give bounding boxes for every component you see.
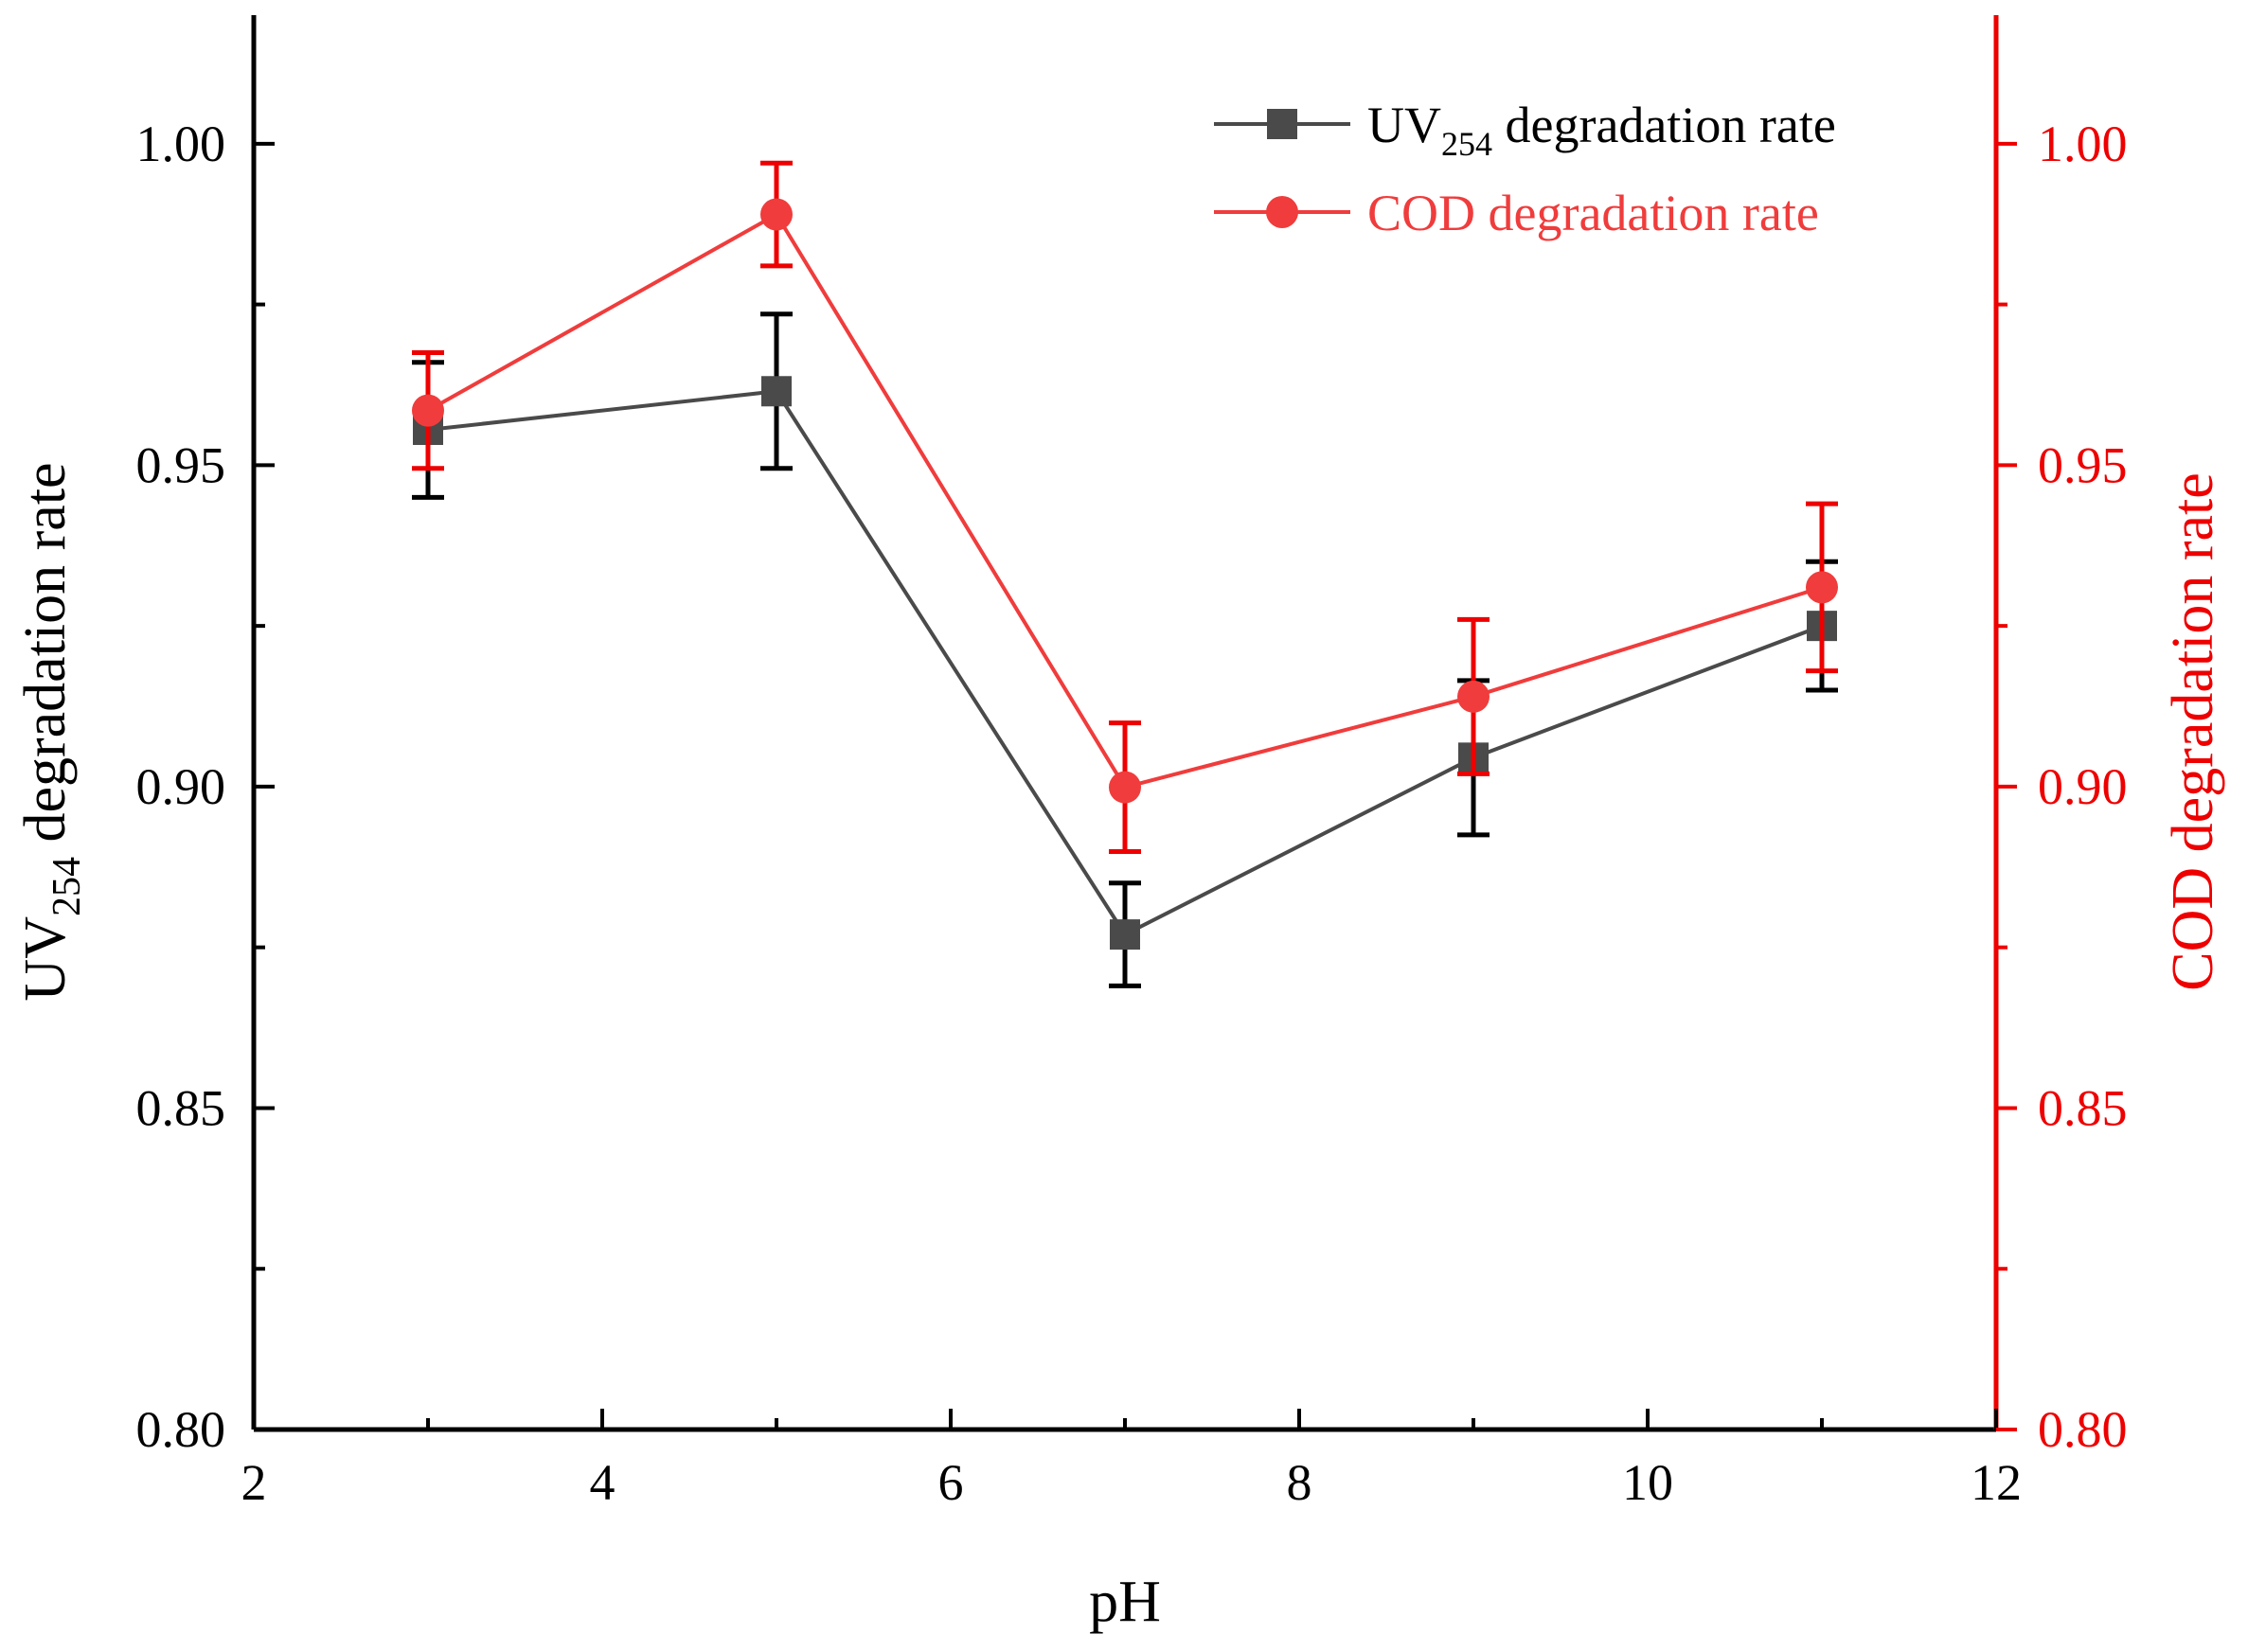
- cod-legend-marker: [1266, 196, 1298, 228]
- right-y-axis-title: COD degradation rate: [2161, 472, 2225, 990]
- x-tick-label-12: 12: [1971, 1454, 2022, 1511]
- series-layer: [412, 160, 1838, 988]
- axes-layer: 2 4 6 8 10 12 0.80 0.80 0.85 0.85 0.90 0.90 0.95 0.95…: [136, 15, 2128, 1511]
- legend-label-rest: degradation rate: [1492, 97, 1836, 153]
- legend: UV254 degradation rate COD degradation ra…: [1214, 97, 1836, 241]
- left-y-axis-title-subscript: 254: [45, 857, 89, 916]
- left-y-tick-label: 1.00: [136, 115, 226, 172]
- cod-data-point: [1806, 571, 1838, 604]
- uv254-legend-marker: [1267, 109, 1297, 139]
- left-y-tick-label: 0.90: [136, 758, 226, 815]
- x-axis-title: pH: [1089, 1570, 1161, 1634]
- left-y-axis-title-rest: degradation rate: [13, 462, 78, 857]
- right-y-tick-label: 0.80: [2038, 1401, 2128, 1458]
- left-y-tick-label: 0.95: [136, 436, 226, 493]
- x-tick-label-6: 6: [938, 1454, 964, 1511]
- legend-label-main: UV: [1367, 97, 1441, 153]
- right-y-tick-label: 1.00: [2038, 115, 2128, 172]
- legend-label-main: COD degradation rate: [1367, 185, 1819, 241]
- left-y-axis-title-main: UV: [13, 916, 78, 1002]
- cod-data-point: [1109, 771, 1141, 804]
- cod-data-point: [412, 394, 444, 427]
- cod-data-point: [760, 198, 793, 231]
- cod-series-line: [427, 211, 1823, 790]
- x-tick-label-10: 10: [1622, 1454, 1673, 1511]
- uv254-data-point: [761, 376, 792, 407]
- uv254-data-point: [1110, 919, 1140, 950]
- x-tick-label-8: 8: [1287, 1454, 1312, 1511]
- cod-data-point: [1457, 680, 1490, 713]
- left-y-tick-label: 0.80: [136, 1401, 226, 1458]
- uv254-legend-label: UV254 degradation rate: [1367, 97, 1836, 163]
- x-tick-label-2: 2: [241, 1454, 267, 1511]
- cod-legend-label: COD degradation rate: [1367, 185, 1819, 241]
- left-y-axis-title: UV254 degradation rate: [13, 462, 89, 1001]
- right-y-tick-label: 0.95: [2038, 436, 2128, 493]
- legend-label-subscript: 254: [1441, 125, 1492, 163]
- right-y-tick-label: 0.90: [2038, 758, 2128, 815]
- right-y-tick-label: 0.85: [2038, 1079, 2128, 1136]
- left-y-tick-label: 0.85: [136, 1079, 226, 1136]
- axis-titles: pH UV254 degradation rate COD degradation …: [13, 462, 2225, 1634]
- x-tick-label-4: 4: [590, 1454, 616, 1511]
